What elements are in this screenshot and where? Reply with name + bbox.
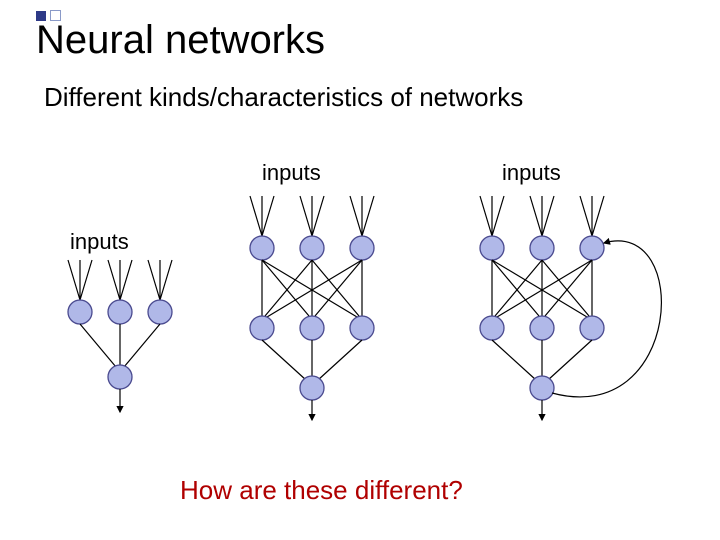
node-icon xyxy=(300,376,324,400)
slide-subtitle: Different kinds/characteristics of netwo… xyxy=(44,82,523,113)
node-icon xyxy=(68,300,92,324)
node-icon xyxy=(250,316,274,340)
node-icon xyxy=(350,316,374,340)
node-icon xyxy=(480,236,504,260)
node-icon xyxy=(300,316,324,340)
slide-title: Neural networks xyxy=(36,18,325,63)
network-middle xyxy=(222,188,412,428)
node-icon xyxy=(108,365,132,389)
node-icon xyxy=(530,236,554,260)
label-inputs-right: inputs xyxy=(502,160,561,186)
node-icon xyxy=(580,236,604,260)
node-icon xyxy=(148,300,172,324)
label-inputs-mid: inputs xyxy=(262,160,321,186)
node-icon xyxy=(530,316,554,340)
node-icon xyxy=(108,300,132,324)
network-right xyxy=(452,188,712,438)
network-left xyxy=(50,252,210,422)
recurrent-edge xyxy=(552,241,661,397)
node-icon xyxy=(530,376,554,400)
question-text: How are these different? xyxy=(180,475,463,506)
node-icon xyxy=(580,316,604,340)
node-icon xyxy=(300,236,324,260)
node-icon xyxy=(350,236,374,260)
node-icon xyxy=(250,236,274,260)
node-icon xyxy=(480,316,504,340)
